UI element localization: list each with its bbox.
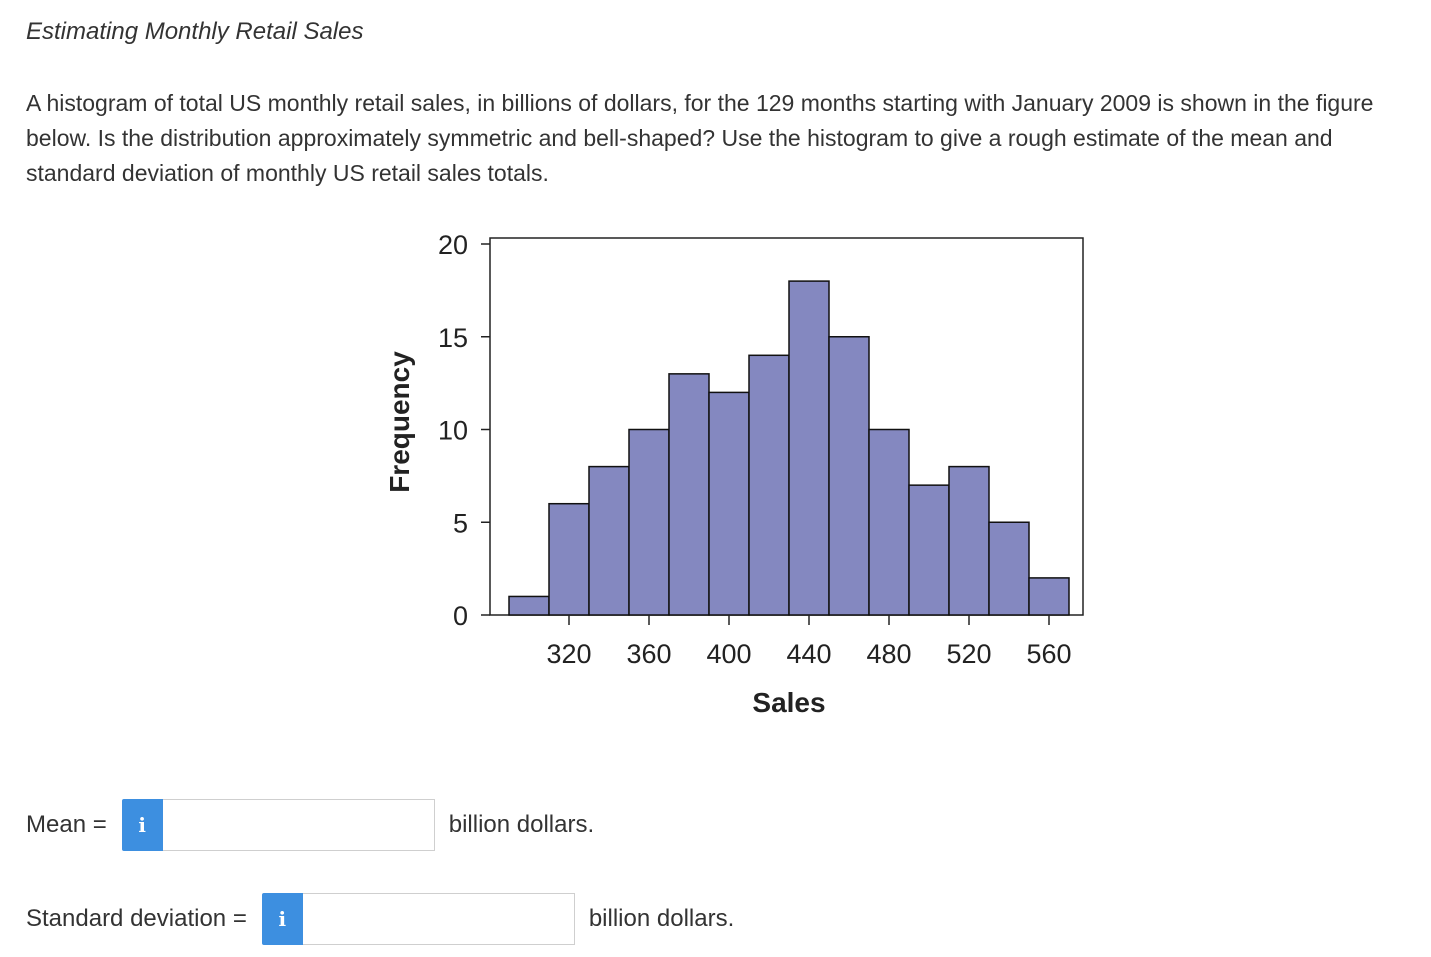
y-tick-label-15: 15 [438,323,468,353]
histogram-bar-9 [868,428,910,616]
histogram-bar-13 [1028,577,1070,616]
histogram-bar-6 [748,354,790,616]
mean-row: Mean = i billion dollars. [26,799,594,851]
histogram-bar-10 [908,484,950,616]
sd-input[interactable] [302,893,575,945]
mean-label: Mean = [26,811,107,838]
sd-label: Standard deviation = [26,905,247,932]
y-tick-label-0: 0 [453,601,468,631]
histogram-bar-4 [668,373,710,616]
mean-unit: billion dollars. [448,811,595,838]
x-tick-label-400: 400 [706,639,751,669]
x-tick-label-520: 520 [946,639,991,669]
x-tick-label-320: 320 [546,639,591,669]
sd-unit: billion dollars. [588,905,735,932]
histogram-bar-5 [708,391,750,616]
y-tick-label-20: 20 [438,230,468,260]
mean-input[interactable] [162,799,435,851]
sd-info-icon[interactable]: i [261,893,303,945]
histogram-bar-3 [628,428,670,616]
y-tick-label-5: 5 [453,508,468,538]
y-axis-label: Frequency [384,351,415,493]
histogram-bar-7 [788,280,830,616]
histogram-bar-0 [508,595,550,616]
plot-frame [489,237,1084,616]
x-tick-label-560: 560 [1026,639,1071,669]
y-tick-label-10: 10 [438,416,468,446]
x-tick-label-480: 480 [866,639,911,669]
mean-info-icon[interactable]: i [121,799,163,851]
x-tick-label-440: 440 [786,639,831,669]
problem-title: Estimating Monthly Retail Sales [26,18,364,45]
x-axis-label: Sales [752,687,825,718]
histogram-bar-1 [548,502,590,616]
problem-question: A histogram of total US monthly retail s… [26,90,1374,186]
histogram-bar-11 [948,465,990,616]
sd-row: Standard deviation = i billion dollars. [26,893,734,945]
histogram-bar-12 [988,521,1030,616]
histogram-bar-8 [828,336,870,616]
x-tick-label-360: 360 [626,639,671,669]
histogram-bar-2 [588,465,630,616]
